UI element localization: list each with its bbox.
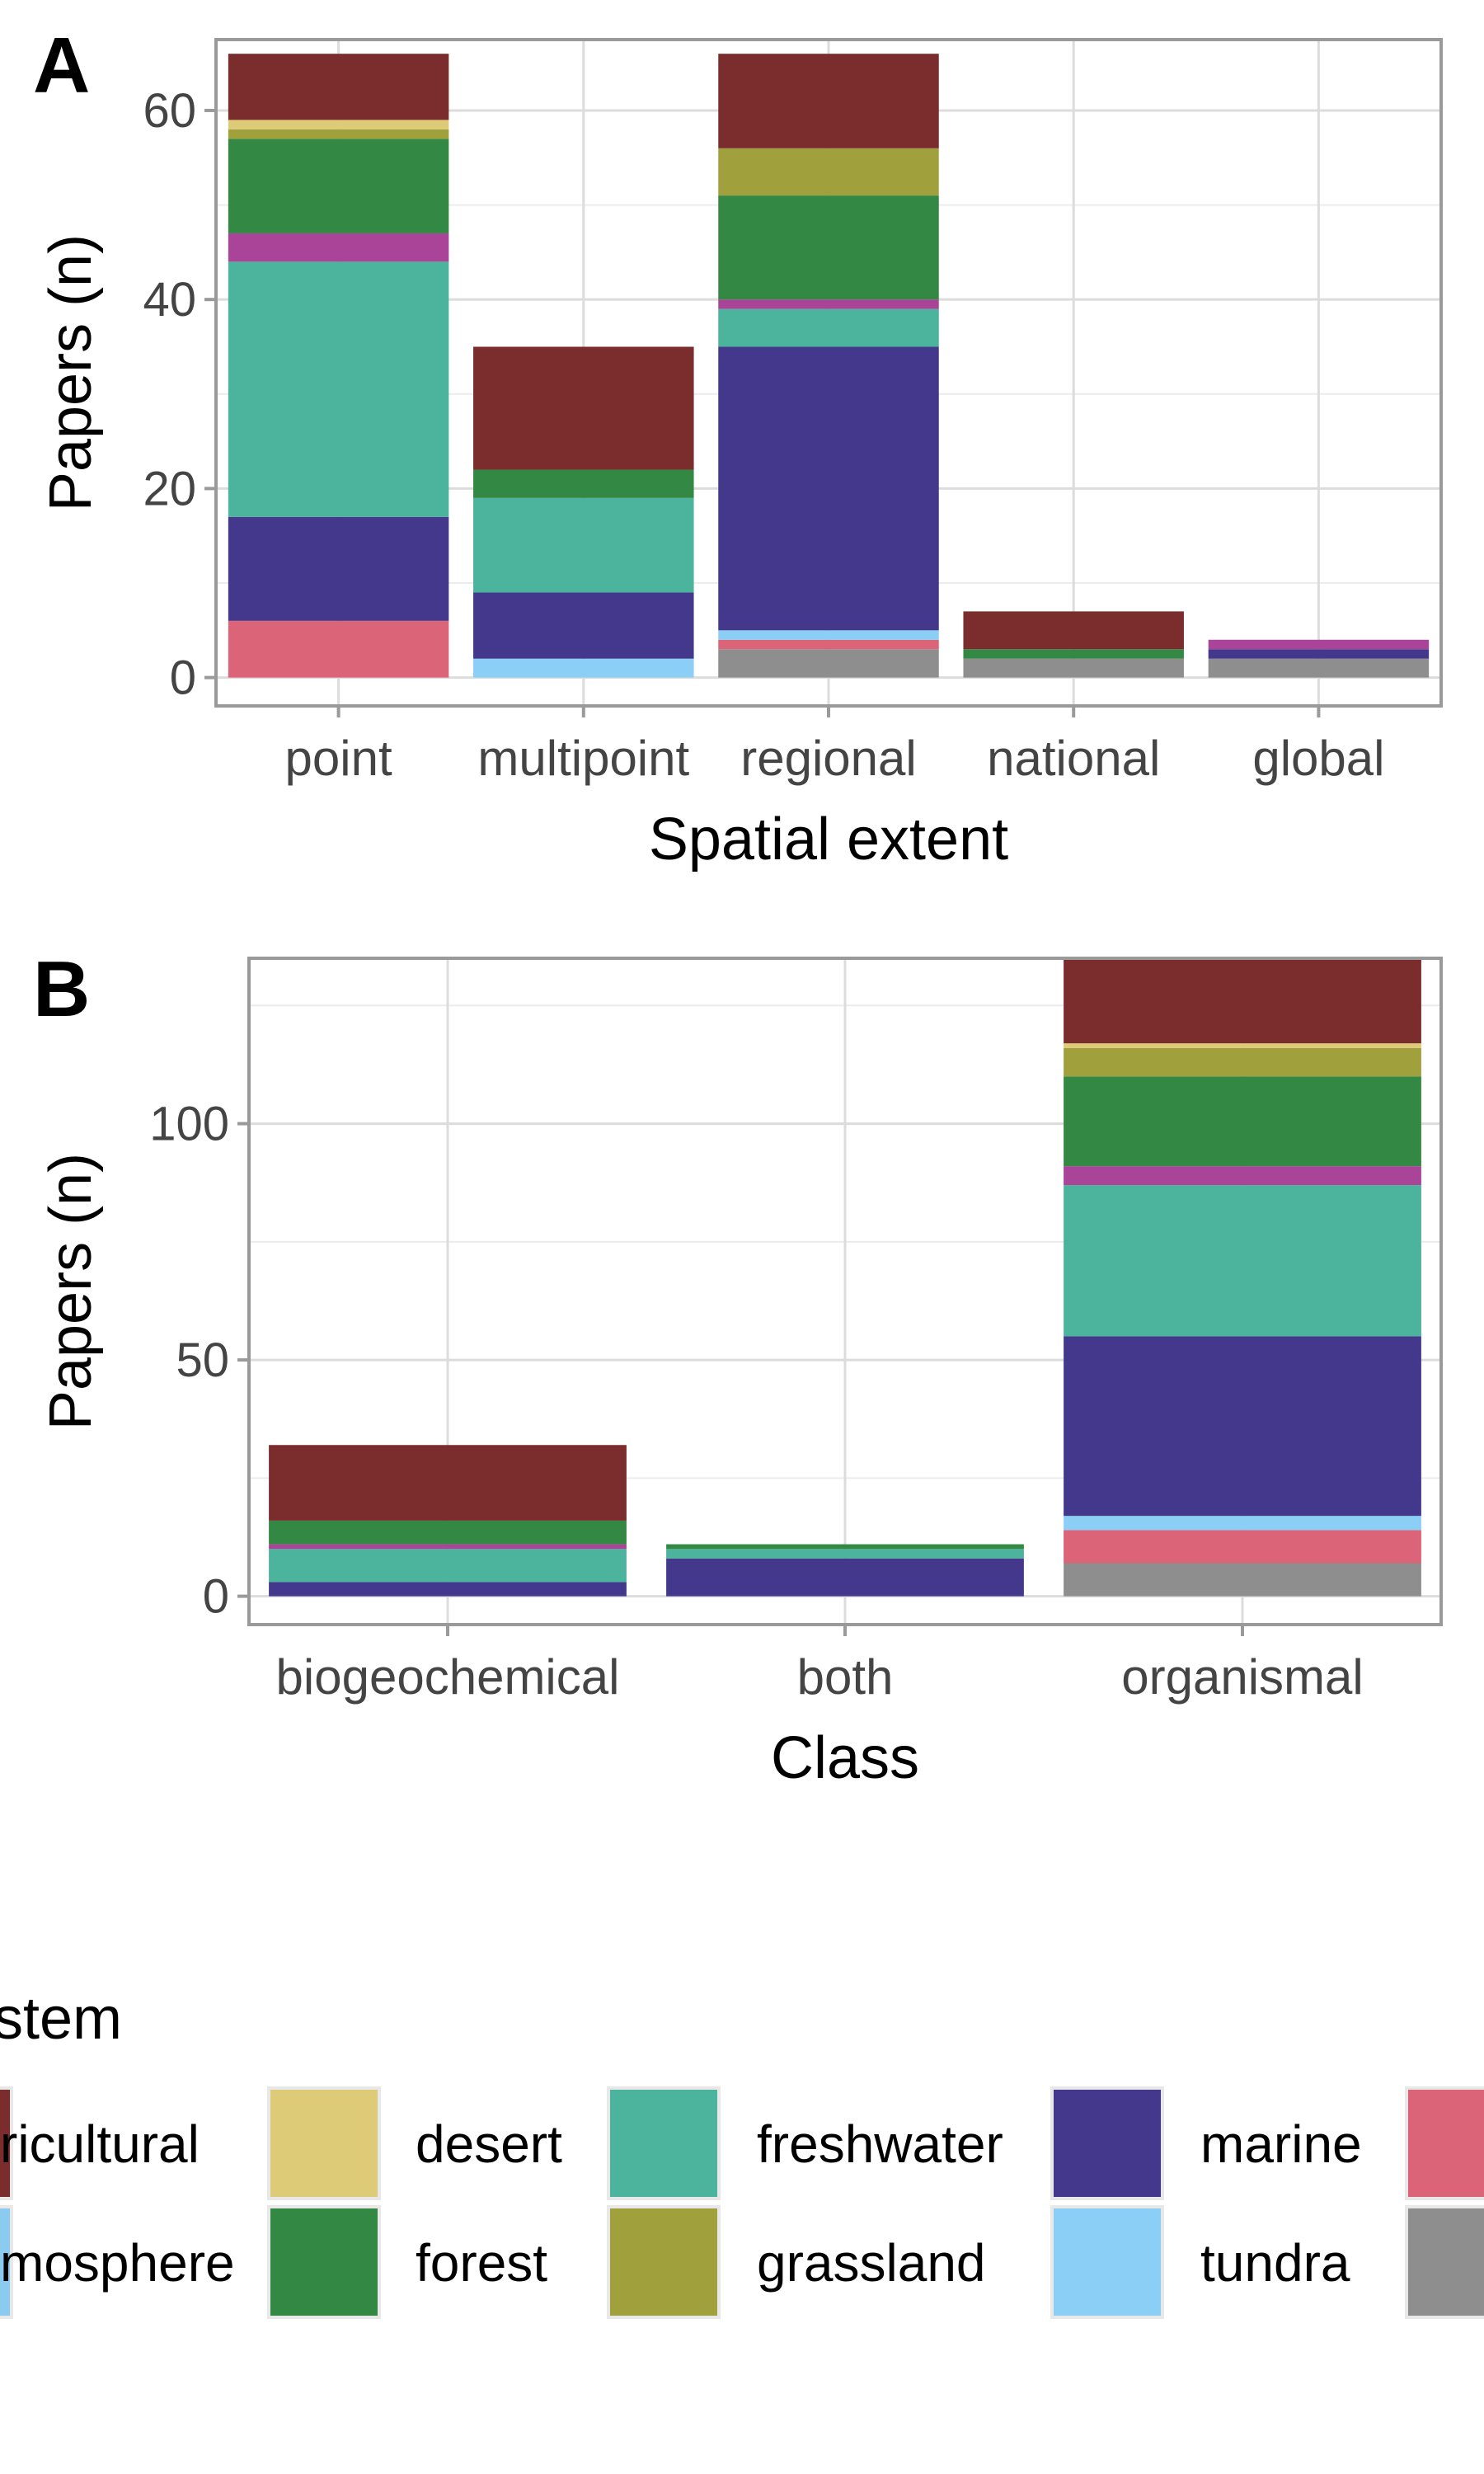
legend-label-3: desert	[416, 2114, 562, 2174]
panel-a-x-ticks: point multipoint regional national global	[285, 706, 1384, 786]
legend-swatch-8	[1050, 2205, 1164, 2319]
panel-a-bar-point-agricultural	[228, 54, 449, 120]
panel-a-y-tick-label: 20	[143, 462, 196, 515]
panel-a-y-tick-label: 40	[143, 273, 196, 327]
panel-a-bar-national-agricultural	[963, 611, 1184, 650]
legend-title: stem	[0, 1986, 122, 2052]
panel-a-bar-global-marine	[1208, 649, 1430, 659]
panel-b-bars	[269, 958, 1421, 1597]
panel-b-y-ticks: 0 50 100	[149, 1098, 249, 1624]
panel-b-bar-biogeochemical-forest	[269, 1520, 627, 1545]
panel-a-x-tick-label-global: global	[1252, 731, 1384, 786]
panel-a-bar-national-other	[963, 658, 1184, 678]
panel-a-y-tick-label: 0	[170, 651, 196, 705]
panel-b-bar-biogeochemical-marine	[269, 1582, 627, 1597]
panel-a-label: A	[33, 21, 90, 110]
legend-label-5: freshwater	[757, 2114, 1003, 2174]
legend-swatch-10	[1405, 2205, 1484, 2319]
legend-swatch-1	[0, 2086, 13, 2200]
panel-b-bar-both-freshwater	[666, 1549, 1024, 1559]
panel-a-x-tick-label-multipoint: multipoint	[477, 731, 689, 786]
panel-a-y-tick-label: 60	[143, 84, 196, 138]
panel-b-bar-organismal-desert	[1064, 1043, 1421, 1048]
panel-a-x-tick-label-point: point	[285, 731, 392, 786]
panel-b-bar-organismal-mixed	[1064, 1166, 1421, 1186]
panel-b-x-tick-label-organismal: organismal	[1121, 1649, 1363, 1705]
panel-b-y-tick-label: 100	[149, 1098, 229, 1151]
panel-b-label: B	[33, 945, 90, 1033]
panel-b-x-axis-title: Class	[771, 1725, 919, 1791]
panel-a-bar-point-urban	[228, 620, 449, 678]
panel-a-bar-multipoint-marine	[473, 592, 694, 659]
panel-a-bar-regional-mixed	[718, 299, 939, 309]
panel-a-bar-multipoint-freshwater	[473, 497, 694, 593]
legend-swatch-3	[267, 2086, 381, 2200]
panel-a-bar-regional-forest	[718, 195, 939, 300]
legend-label-6: grassland	[757, 2233, 986, 2293]
panel-a-bar-point-forest	[228, 139, 449, 233]
panel-a-bar-multipoint-tundra	[473, 658, 694, 678]
panel-b-bar-organismal-urban	[1064, 1530, 1421, 1564]
panel-a-bar-regional-agricultural	[718, 54, 939, 148]
legend-swatch-2	[0, 2205, 13, 2319]
legend: stem ricultural mosphere desert forest fresh…	[0, 1986, 1484, 2319]
panel-a-x-tick-label-regional: regional	[740, 731, 917, 786]
panel-b-bar-organismal-other	[1064, 1563, 1421, 1597]
panel-b-x-tick-label-both: both	[797, 1649, 894, 1705]
panel-a-bars	[228, 54, 1430, 678]
legend-items: ricultural mosphere desert forest freshwater…	[0, 2086, 1484, 2319]
panel-a-bar-regional-other	[718, 649, 939, 678]
panel-a-y-ticks: 0 20 40 60	[143, 84, 216, 705]
panel-a-bar-point-desert	[228, 120, 449, 129]
panel-b-x-ticks: biogeochemical both organismal	[276, 1625, 1364, 1705]
panel-b-x-tick-label-biogeochemical: biogeochemical	[276, 1649, 620, 1705]
panel-b-bar-organismal-marine	[1064, 1336, 1421, 1517]
panel-a-x-axis-title: Spatial extent	[649, 807, 1008, 872]
panel-a-bar-point-freshwater	[228, 261, 449, 517]
panel-a-bar-regional-marine	[718, 346, 939, 631]
legend-label-2: mosphere	[0, 2233, 235, 2293]
panel-a-bar-multipoint-agricultural	[473, 346, 694, 470]
panel-a-y-axis-title: Papers (n)	[38, 234, 104, 511]
panel-a-x-tick-label-national: national	[987, 731, 1160, 786]
panel-a-bar-global-other	[1208, 658, 1430, 678]
panel-a-bar-point-grassland	[228, 129, 449, 139]
panel-a-bar-multipoint-forest	[473, 469, 694, 498]
legend-swatch-7	[1050, 2086, 1164, 2200]
panel-a-bar-point-marine	[228, 516, 449, 621]
panel-b-y-tick-label: 0	[203, 1570, 229, 1624]
panel-a: A 0 20 40 60 point multipoint regional nationa…	[33, 21, 1443, 872]
panel-a-bar-point-mixed	[228, 233, 449, 262]
panel-b-bar-biogeochemical-mixed	[269, 1544, 627, 1550]
panel-a-bar-regional-freshwater	[718, 308, 939, 347]
panel-b-y-tick-label: 50	[176, 1333, 229, 1387]
legend-swatch-5	[607, 2086, 721, 2200]
legend-label-7: marine	[1200, 2114, 1362, 2174]
legend-swatch-4	[267, 2205, 381, 2319]
panel-a-bar-regional-urban	[718, 639, 939, 650]
panel-b-bar-organismal-grassland	[1064, 1047, 1421, 1077]
panel-b-bar-organismal-agricultural	[1064, 958, 1421, 1044]
panel-b-bar-both-marine	[666, 1558, 1024, 1597]
panel-b-bar-biogeochemical-freshwater	[269, 1549, 627, 1583]
panel-b-y-axis-title: Papers (n)	[38, 1153, 104, 1430]
panel-a-bar-national-forest	[963, 649, 1184, 659]
panel-b: B 0 50 100 biogeochemical both organismal Pa…	[33, 945, 1443, 1791]
legend-label-1: ricultural	[0, 2114, 200, 2174]
panel-b-bar-biogeochemical-agricultural	[269, 1445, 627, 1521]
panel-b-bar-organismal-freshwater	[1064, 1185, 1421, 1337]
legend-swatch-9	[1405, 2086, 1484, 2200]
legend-label-8: tundra	[1200, 2233, 1350, 2293]
legend-label-4: forest	[416, 2233, 547, 2293]
panel-a-bar-regional-tundra	[718, 630, 939, 640]
panel-a-bar-regional-grassland	[718, 148, 939, 196]
panel-b-bar-organismal-forest	[1064, 1076, 1421, 1167]
legend-swatch-6	[607, 2205, 721, 2319]
panel-a-bar-global-mixed	[1208, 639, 1430, 650]
panel-b-bar-organismal-tundra	[1064, 1516, 1421, 1531]
panel-b-bar-both-forest	[666, 1544, 1024, 1550]
